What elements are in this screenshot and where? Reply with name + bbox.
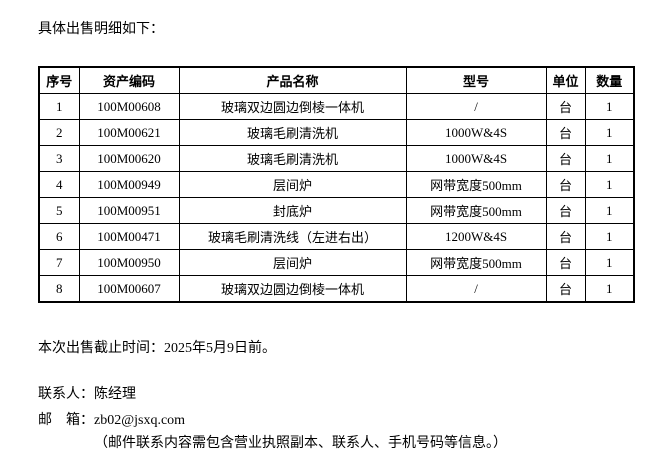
table-cell: 台 bbox=[545, 197, 586, 224]
table-cell: 1 bbox=[584, 145, 635, 172]
table-cell: 台 bbox=[545, 145, 586, 172]
contact-name: 陈经理 bbox=[94, 387, 136, 402]
table-cell: 1 bbox=[584, 197, 635, 224]
table-cell: 1200W&4S bbox=[405, 223, 547, 250]
table-cell: 1000W&4S bbox=[405, 145, 547, 172]
column-header: 序号 bbox=[38, 66, 80, 94]
table-cell: 1 bbox=[584, 275, 635, 303]
column-header: 产品名称 bbox=[178, 66, 407, 94]
email-address: zb02@jsxq.com bbox=[94, 413, 186, 428]
table-row: 4 100M00949 层间炉 网带宽度500mm 台 1 bbox=[38, 171, 635, 198]
table-cell: 台 bbox=[545, 249, 586, 276]
table-cell: 8 bbox=[38, 275, 80, 303]
table-cell: 网带宽度500mm bbox=[405, 171, 547, 198]
table-cell: 层间炉 bbox=[178, 249, 407, 276]
table-row: 7 100M00950 层间炉 网带宽度500mm 台 1 bbox=[38, 249, 635, 276]
table-cell: 1 bbox=[38, 93, 80, 120]
table-cell: 台 bbox=[545, 275, 586, 303]
intro-text: 具体出售明细如下： bbox=[38, 22, 164, 37]
table-cell: 1 bbox=[584, 249, 635, 276]
table-cell: 封底炉 bbox=[178, 197, 407, 224]
table-cell: 玻璃毛刷清洗机 bbox=[178, 145, 407, 172]
table-row: 3 100M00620 玻璃毛刷清洗机 1000W&4S 台 1 bbox=[38, 145, 635, 172]
table-cell: 100M00951 bbox=[78, 197, 180, 224]
table-row: 1 100M00608 玻璃双边圆边倒棱一体机 / 台 1 bbox=[38, 93, 635, 120]
table-cell: 台 bbox=[545, 171, 586, 198]
table-cell: 玻璃毛刷清洗线（左进右出） bbox=[178, 223, 407, 250]
table-cell: 100M00950 bbox=[78, 249, 180, 276]
table-cell: 3 bbox=[38, 145, 80, 172]
table-cell: 5 bbox=[38, 197, 80, 224]
table-cell: 7 bbox=[38, 249, 80, 276]
table-row: 6 100M00471 玻璃毛刷清洗线（左进右出） 1200W&4S 台 1 bbox=[38, 223, 635, 250]
table-cell: 网带宽度500mm bbox=[405, 249, 547, 276]
table-cell: 4 bbox=[38, 171, 80, 198]
table-cell: / bbox=[405, 93, 547, 120]
deadline-text: 本次出售截止时间：2025年5月9日前。 bbox=[38, 341, 276, 356]
column-header: 资产编码 bbox=[78, 66, 180, 94]
table-cell: 层间炉 bbox=[178, 171, 407, 198]
table-row: 8 100M00607 玻璃双边圆边倒棱一体机 / 台 1 bbox=[38, 275, 635, 303]
table-row: 5 100M00951 封底炉 网带宽度500mm 台 1 bbox=[38, 197, 635, 224]
email-label: 邮 箱： bbox=[38, 413, 94, 428]
table-cell: 台 bbox=[545, 119, 586, 146]
table-cell: 台 bbox=[545, 223, 586, 250]
table-cell: 1000W&4S bbox=[405, 119, 547, 146]
asset-table-header: 序号 资产编码 产品名称 型号 单位 数量 bbox=[38, 66, 635, 94]
table-cell: 1 bbox=[584, 93, 635, 120]
table-cell: 100M00471 bbox=[78, 223, 180, 250]
table-cell: 2 bbox=[38, 119, 80, 146]
table-row: 2 100M00621 玻璃毛刷清洗机 1000W&4S 台 1 bbox=[38, 119, 635, 146]
table-cell: 网带宽度500mm bbox=[405, 197, 547, 224]
column-header: 型号 bbox=[405, 66, 547, 94]
table-cell: 100M00608 bbox=[78, 93, 180, 120]
table-cell: 玻璃双边圆边倒棱一体机 bbox=[178, 93, 407, 120]
asset-table: 序号 资产编码 产品名称 型号 单位 数量 1 100M00608 玻璃双边圆边倒棱一体机 / 台… bbox=[38, 66, 635, 303]
email-line: 邮 箱：zb02@jsxq.com bbox=[38, 412, 185, 429]
contact-line: 联系人：陈经理 bbox=[38, 386, 136, 403]
table-cell: 100M00949 bbox=[78, 171, 180, 198]
table-cell: 1 bbox=[584, 223, 635, 250]
contact-label: 联系人： bbox=[38, 387, 94, 402]
table-cell: 100M00620 bbox=[78, 145, 180, 172]
table-cell: 1 bbox=[584, 171, 635, 198]
table-cell: 100M00607 bbox=[78, 275, 180, 303]
table-cell: / bbox=[405, 275, 547, 303]
table-cell: 玻璃毛刷清洗机 bbox=[178, 119, 407, 146]
table-cell: 100M00621 bbox=[78, 119, 180, 146]
column-header: 数量 bbox=[584, 66, 635, 94]
table-cell: 台 bbox=[545, 93, 586, 120]
email-note-text: （邮件联系内容需包含营业执照副本、联系人、手机号码等信息。） bbox=[94, 436, 507, 451]
table-cell: 玻璃双边圆边倒棱一体机 bbox=[178, 275, 407, 303]
table-cell: 1 bbox=[584, 119, 635, 146]
header-row: 序号 资产编码 产品名称 型号 单位 数量 bbox=[38, 66, 635, 94]
table-cell: 6 bbox=[38, 223, 80, 250]
column-header: 单位 bbox=[545, 66, 586, 94]
asset-table-body: 1 100M00608 玻璃双边圆边倒棱一体机 / 台 1 2 100M00621 玻璃毛刷清洗… bbox=[38, 93, 635, 303]
